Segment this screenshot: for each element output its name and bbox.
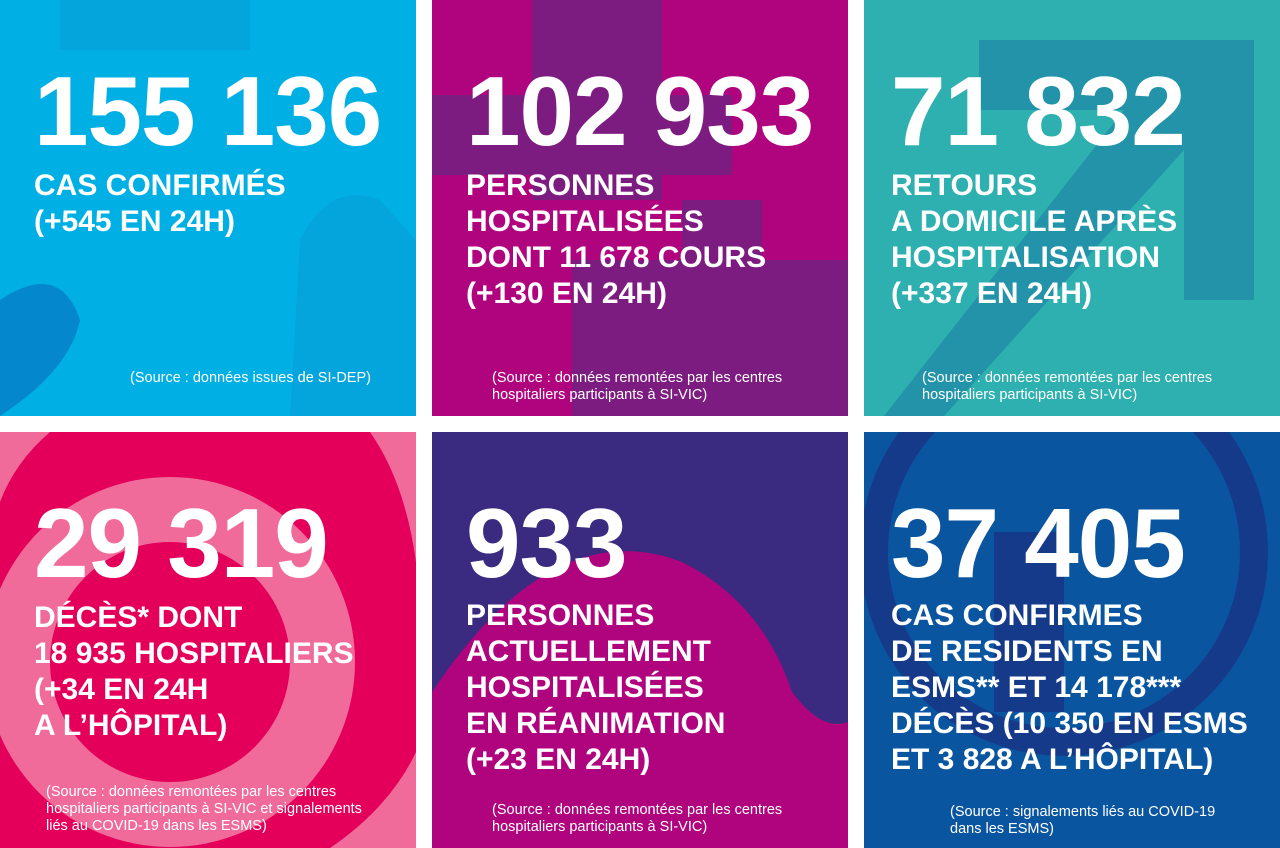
tile-intensive-care: 933 PERSONNES ACTUELLEMENT HOSPITALISÉES… (432, 432, 848, 848)
tile-hospitalised: 102 933 PERSONNES HOSPITALISÉES DONT 11 … (432, 0, 848, 416)
stat-number: 155 136 (34, 56, 382, 166)
source-note: (Source : données remontées par les cent… (492, 370, 783, 403)
stat-label: DÉCÈS* DONT 18 935 HOSPITALIERS (+34 EN … (34, 601, 354, 742)
arrow-shape-icon (884, 40, 1254, 416)
source-note: (Source : données remontées par les cent… (46, 784, 362, 834)
source-note: (Source : données remontées par les cent… (492, 802, 783, 835)
stat-label: CAS CONFIRMES DE RESIDENTS EN ESMS** ET … (891, 599, 1248, 776)
stat-number: 29 319 (34, 488, 329, 598)
tile-deaths: 29 319 DÉCÈS* DONT 18 935 HOSPITALIERS (… (0, 432, 416, 848)
stat-label: PERSONNES HOSPITALISÉES DONT 11 678 COUR… (466, 169, 767, 310)
stat-number: 102 933 (466, 56, 814, 166)
tile-confirmed-cases: 155 136 CAS CONFIRMÉS (+545 EN 24H) (Sou… (0, 0, 416, 416)
stat-number: 37 405 (891, 488, 1186, 598)
plus-shape-icon (432, 0, 848, 416)
stat-number: 71 832 (891, 56, 1186, 166)
wave-shape-icon (432, 551, 848, 848)
stat-number: 933 (466, 488, 628, 598)
tile-returns-home: 71 832 RETOURS A DOMICILE APRÈS HOSPITAL… (864, 0, 1280, 416)
tile-esms-cases: 37 405 CAS CONFIRMES DE RESIDENTS EN ESM… (864, 432, 1280, 848)
target-circles-icon (0, 432, 416, 848)
decorative-shapes-icon (0, 0, 416, 416)
source-note: (Source : données issues de SI-DEP) (130, 370, 371, 386)
stat-label: PERSONNES ACTUELLEMENT HOSPITALISÉES EN … (466, 599, 726, 776)
source-note: (Source : signalements liés au COVID-19 … (950, 804, 1216, 837)
info-shape-icon (864, 432, 1268, 756)
source-note: (Source : données remontées par les cent… (922, 370, 1213, 403)
stat-label: CAS CONFIRMÉS (+545 EN 24H) (34, 169, 286, 238)
stat-label: RETOURS A DOMICILE APRÈS HOSPITALISATION… (891, 169, 1178, 310)
